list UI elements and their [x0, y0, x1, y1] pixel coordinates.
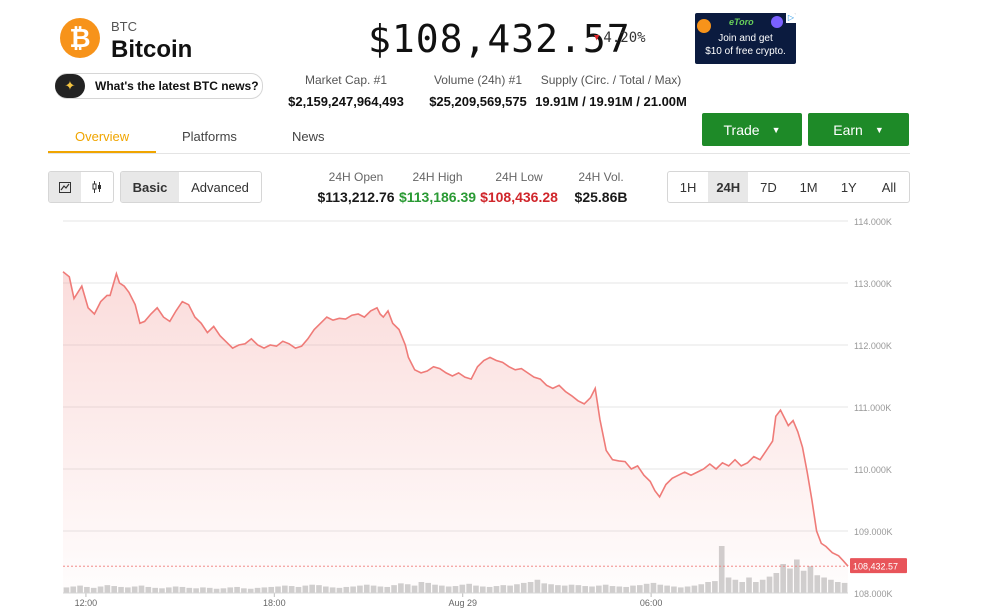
price-line [62, 271, 849, 567]
supply-stat: Supply (Circ. / Total / Max) 19.91M / 19… [533, 73, 689, 109]
tab-news[interactable]: News [292, 129, 325, 144]
y-tick-label: 113.000K [854, 279, 892, 289]
supply-label: Supply (Circ. / Total / Max) [540, 73, 682, 87]
ad-line-1: Join and get [718, 33, 773, 44]
active-tab-indicator [48, 151, 156, 153]
current-price: $108,432.57 [368, 17, 631, 61]
earn-label: Earn [833, 121, 863, 138]
x-tick-label: 18:00 [263, 598, 286, 608]
chart-mode-toggle: Basic Advanced [120, 171, 262, 203]
trade-label: Trade [723, 121, 760, 138]
y-tick-label: 112.000K [854, 341, 892, 351]
tabs-divider [48, 153, 910, 154]
range-1h-button[interactable]: 1H [679, 179, 697, 195]
tab-platforms[interactable]: Platforms [182, 129, 237, 144]
down-arrow-icon: ▼ [594, 33, 600, 43]
high-stat: 24H High $113,186.39 [398, 170, 477, 205]
x-tick-label: 06:00 [640, 598, 663, 608]
price-change: ▼ 4.20% [594, 30, 646, 46]
chevron-down-icon: ▼ [771, 124, 781, 135]
y-tick-label: 109.000K [854, 527, 893, 537]
range-1y-button[interactable]: 1Y [840, 179, 857, 195]
x-tick-label: 12:00 [75, 598, 98, 608]
ad-ethereum-icon [771, 16, 783, 28]
advertisement-banner[interactable]: eToro ▷ Join and get $10 of free crypto. [695, 13, 796, 64]
low-stat: 24H Low $108,436.28 [478, 170, 560, 205]
chevron-down-icon: ▼ [874, 124, 884, 135]
chart-type-toggle [48, 171, 114, 203]
volume-stat: Volume (24h) #1 $25,209,569,575 [422, 73, 534, 109]
latest-news-label: What's the latest BTC news? [95, 79, 259, 93]
coin-ticker: BTC [111, 19, 137, 34]
open-stat: 24H Open $113,212.76 [317, 170, 395, 205]
market-cap-value: $2,159,247,964,493 [288, 94, 404, 109]
ad-line-2: $10 of free crypto. [705, 46, 786, 57]
price-chart[interactable]: 114.000K 113.000K 112.000K 111.000K 110.000K… [0, 205, 1000, 612]
trade-button[interactable]: Trade ▼ [702, 113, 802, 146]
time-range-selector: 1H 24H 7D 1M 1Y All [667, 171, 910, 203]
volume-label: Volume (24h) #1 [433, 73, 523, 87]
open-label: 24H Open [328, 170, 384, 184]
last-price-badge: 108,432.57 [850, 558, 907, 574]
ad-bitcoin-icon [697, 19, 711, 33]
ad-brand: eToro [729, 17, 754, 27]
sparkle-icon: ✦ [55, 74, 85, 98]
y-tick-label: 110.000K [854, 465, 892, 475]
ad-choices-icon[interactable]: ▷ [786, 13, 796, 23]
y-tick-label: 114.000K [854, 217, 892, 227]
vol-stat: 24H Vol. $25.86B [566, 170, 636, 205]
market-cap-label: Market Cap. #1 [304, 73, 388, 87]
advanced-mode-button[interactable]: Advanced [191, 179, 249, 195]
vol-label: 24H Vol. [578, 170, 624, 184]
latest-news-button[interactable]: ✦ What's the latest BTC news? [55, 73, 263, 99]
supply-value: 19.91M / 19.91M / 21.00M [535, 94, 687, 109]
last-price-badge-bg [850, 558, 907, 574]
bitcoin-logo-icon: ₿ [60, 18, 100, 58]
high-label: 24H High [412, 170, 463, 184]
line-chart-icon[interactable] [49, 172, 81, 202]
high-value: $113,186.39 [398, 189, 477, 205]
basic-mode-button[interactable]: Basic [121, 172, 179, 202]
range-24h-button[interactable]: 24H [708, 172, 749, 202]
last-price-text: 108,432.57 [853, 562, 898, 572]
earn-button[interactable]: Earn ▼ [808, 113, 909, 146]
range-7d-button[interactable]: 7D [760, 179, 777, 195]
y-tick-label: 108.000K [854, 589, 893, 599]
open-value: $113,212.76 [317, 189, 395, 205]
range-1m-button[interactable]: 1M [799, 179, 818, 195]
vol-value: $25.86B [574, 189, 628, 205]
coin-name: Bitcoin [111, 36, 193, 63]
y-tick-label: 111.000K [854, 403, 891, 413]
market-cap-stat: Market Cap. #1 $2,159,247,964,493 [282, 73, 410, 109]
x-axis-labels: 12:00 18:00 Aug 29 06:00 [63, 592, 848, 608]
candlestick-chart-icon[interactable] [81, 172, 113, 202]
volume-value: $25,209,569,575 [429, 94, 527, 109]
range-all-button[interactable]: All [881, 179, 897, 195]
tab-overview[interactable]: Overview [75, 129, 130, 144]
low-label: 24H Low [495, 170, 543, 184]
price-change-value: 4.20% [603, 30, 646, 46]
low-value: $108,436.28 [480, 189, 558, 205]
x-tick-label: Aug 29 [448, 598, 477, 608]
price-area-fill [63, 271, 848, 593]
